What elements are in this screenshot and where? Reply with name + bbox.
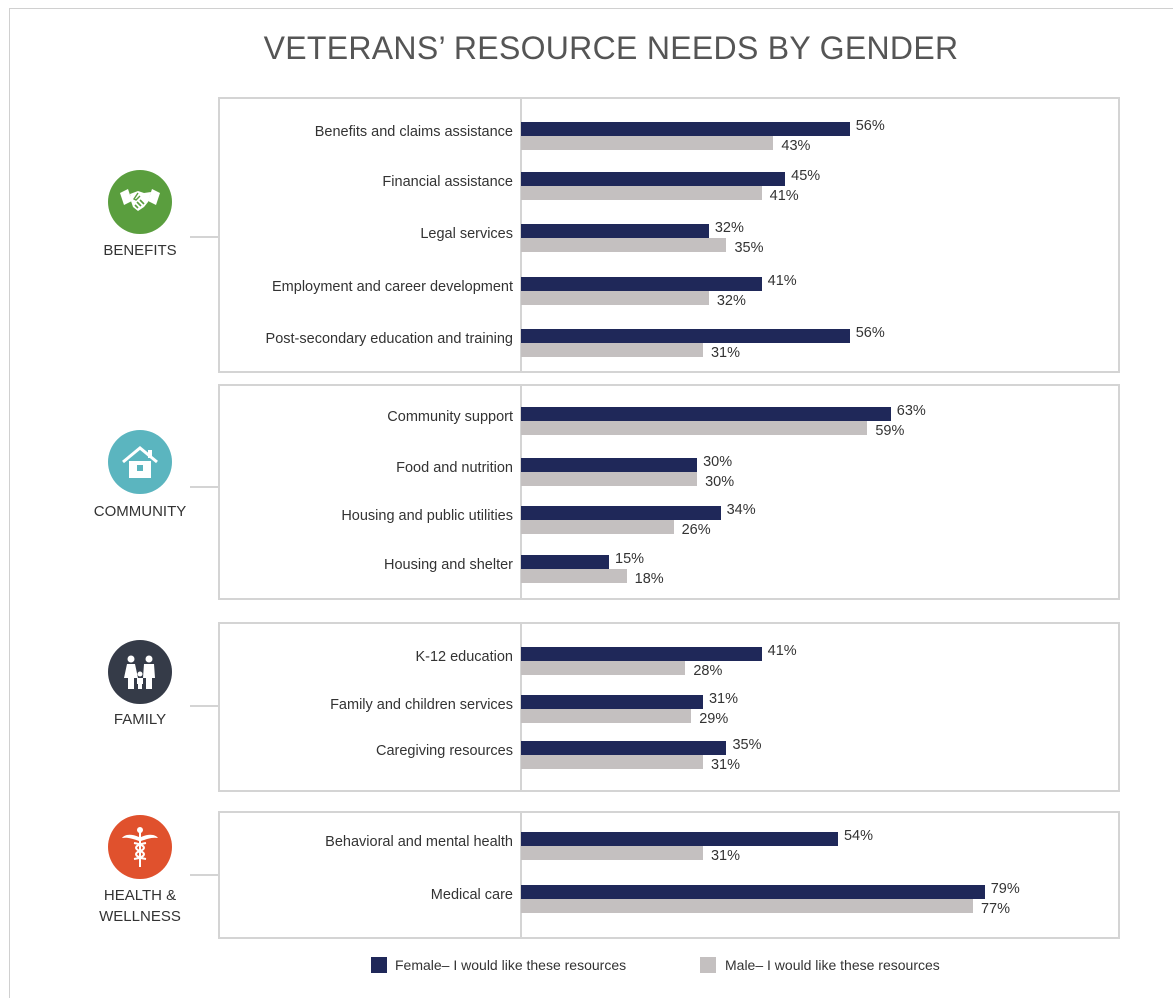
category-label-family: FAMILY	[113, 711, 167, 728]
value-label-female: 30%	[703, 454, 733, 470]
chart-frame	[9, 8, 1173, 998]
row-label: Caregiving resources	[375, 743, 513, 759]
bar-female	[521, 647, 762, 661]
chart-title: VETERANS’ RESOURCE NEEDS BY GENDER	[263, 30, 959, 66]
value-label-female: 15%	[615, 551, 645, 567]
value-label-female: 56%	[855, 325, 885, 341]
value-label-male: 30%	[705, 474, 735, 490]
row-label: K-12 education	[415, 649, 513, 665]
caduceus-icon	[108, 815, 172, 879]
group-connector	[190, 705, 218, 707]
value-label-male: 29%	[699, 711, 729, 727]
value-label-female: 45%	[791, 168, 821, 184]
bar-male	[521, 472, 698, 486]
row-label: Employment and career development	[272, 279, 513, 295]
row-label: Family and children services	[330, 697, 513, 713]
value-label-male: 31%	[710, 757, 740, 773]
bar-male	[521, 899, 973, 913]
bar-male	[521, 569, 627, 583]
value-label-female: 34%	[726, 502, 756, 518]
bar-female	[521, 832, 838, 846]
bar-female	[521, 407, 891, 421]
value-label-female: 63%	[896, 403, 926, 419]
category-label-community: COMMUNITY	[93, 503, 187, 520]
bar-female	[521, 555, 610, 569]
panel-health	[218, 811, 1120, 939]
bar-female	[521, 277, 762, 291]
bar-male	[521, 421, 868, 435]
value-label-female: 79%	[990, 881, 1020, 897]
row-label: Behavioral and mental health	[325, 834, 513, 850]
row-label: Medical care	[430, 887, 513, 903]
value-label-female: 32%	[714, 220, 744, 236]
value-label-female: 35%	[732, 737, 762, 753]
legend-label-female: Female– I would like these resources	[395, 957, 627, 973]
group-connector	[190, 486, 218, 488]
legend-swatch-male	[700, 957, 716, 973]
family-icon	[108, 640, 172, 704]
category-label-health: HEALTH & WELLNESS	[99, 887, 181, 925]
row-label: Community support	[387, 409, 513, 425]
value-label-male: 77%	[980, 901, 1011, 917]
row-label: Food and nutrition	[396, 460, 513, 476]
value-label-male: 18%	[634, 571, 664, 587]
value-label-male: 26%	[681, 522, 711, 538]
panel-divider	[520, 813, 522, 937]
value-label-female: 31%	[708, 691, 738, 707]
bar-male	[521, 343, 703, 357]
bar-female	[521, 695, 703, 709]
row-label: Housing and public utilities	[341, 508, 513, 524]
value-label-female: 41%	[767, 643, 797, 659]
bar-male	[521, 661, 686, 675]
bar-male	[521, 238, 727, 252]
category-label-benefits: BENEFITS	[103, 242, 177, 259]
row-label: Financial assistance	[382, 174, 513, 190]
value-label-male: 43%	[781, 138, 811, 154]
row-label: Legal services	[420, 226, 513, 242]
row-label: Housing and shelter	[384, 557, 513, 573]
bar-female	[521, 458, 698, 472]
bar-female	[521, 506, 721, 520]
group-connector	[190, 874, 218, 876]
bar-male	[521, 755, 703, 769]
row-label: Post-secondary education and training	[265, 331, 513, 347]
bar-male	[521, 709, 692, 723]
value-label-female: 54%	[843, 828, 873, 844]
handshake-icon	[108, 170, 172, 234]
bar-female	[521, 885, 985, 899]
bar-male	[521, 291, 709, 305]
legend-label-male: Male– I would like these resources	[725, 957, 940, 973]
value-label-male: 35%	[734, 240, 764, 256]
bar-female	[521, 329, 850, 343]
row-label: Benefits and claims assistance	[314, 124, 513, 140]
group-connector	[190, 236, 218, 238]
value-label-male: 41%	[769, 188, 799, 204]
legend-swatch-female	[371, 957, 387, 973]
bar-female	[521, 224, 709, 238]
value-label-female: 56%	[855, 118, 885, 134]
bar-male	[521, 520, 674, 534]
panel-divider	[520, 386, 522, 598]
bar-female	[521, 172, 786, 186]
value-label-male: 28%	[693, 663, 723, 679]
value-label-male: 31%	[710, 345, 740, 361]
value-label-male: 31%	[710, 848, 740, 864]
value-label-male: 32%	[716, 293, 746, 309]
value-label-female: 41%	[767, 273, 797, 289]
bar-male	[521, 846, 703, 860]
house-icon	[108, 430, 172, 494]
value-label-male: 59%	[875, 423, 905, 439]
bar-male	[521, 186, 762, 200]
bar-female	[521, 122, 850, 136]
bar-male	[521, 136, 774, 150]
bar-female	[521, 741, 727, 755]
